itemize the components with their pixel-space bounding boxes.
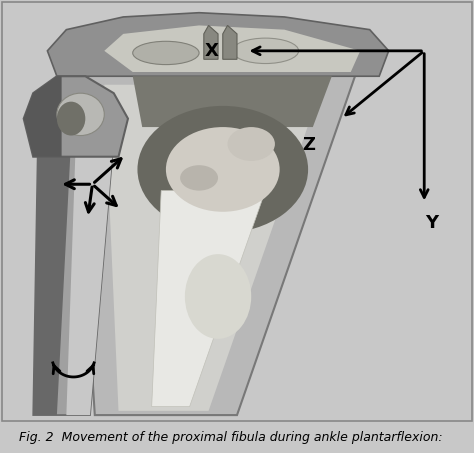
- Polygon shape: [33, 140, 114, 415]
- Polygon shape: [71, 34, 370, 415]
- Ellipse shape: [57, 101, 85, 135]
- Polygon shape: [104, 25, 360, 72]
- Polygon shape: [223, 25, 237, 59]
- Ellipse shape: [228, 127, 275, 161]
- Polygon shape: [104, 85, 322, 411]
- Ellipse shape: [185, 254, 251, 339]
- Polygon shape: [133, 76, 332, 127]
- Polygon shape: [204, 25, 218, 59]
- Ellipse shape: [57, 93, 104, 135]
- Text: Y: Y: [425, 214, 438, 232]
- Ellipse shape: [166, 127, 280, 212]
- Polygon shape: [33, 140, 71, 415]
- Ellipse shape: [232, 38, 299, 63]
- Ellipse shape: [137, 106, 308, 233]
- Text: Z: Z: [302, 135, 315, 154]
- Polygon shape: [66, 140, 114, 415]
- Text: X: X: [204, 42, 218, 60]
- Polygon shape: [47, 13, 389, 76]
- Polygon shape: [152, 191, 265, 407]
- Ellipse shape: [180, 165, 218, 191]
- Text: Fig. 2  Movement of the proximal fibula during ankle plantarflexion:: Fig. 2 Movement of the proximal fibula d…: [19, 431, 443, 444]
- Polygon shape: [24, 76, 128, 157]
- Ellipse shape: [133, 41, 199, 65]
- Polygon shape: [24, 76, 62, 157]
